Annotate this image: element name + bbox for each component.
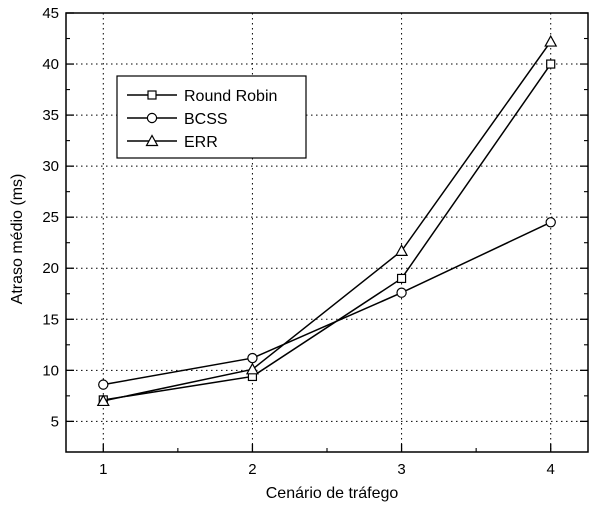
- legend-marker-bcss: [146, 112, 158, 124]
- legend-label-round-robin: Round Robin: [184, 88, 277, 105]
- y-tick-label: 25: [42, 209, 59, 226]
- y-tick-label: 40: [42, 56, 59, 73]
- legend-item-bcss: BCSS: [127, 111, 228, 128]
- legend-marker-err: [145, 134, 159, 147]
- y-axis-label: Atraso médio (ms): [9, 174, 26, 305]
- legend-label-bcss: BCSS: [184, 111, 228, 128]
- x-tick-label: 2: [248, 461, 256, 478]
- data-point-bcss: [98, 379, 109, 390]
- series-line-err: [103, 41, 552, 402]
- series-line-round-robin: [103, 63, 552, 401]
- legend-item-round-robin: Round Robin: [127, 88, 277, 105]
- series-line-bcss: [103, 221, 552, 386]
- legend-marker-round-robin: [147, 90, 157, 100]
- y-tick-label: 30: [42, 158, 59, 175]
- y-tick-label: 10: [42, 362, 59, 379]
- series-err: [96, 34, 558, 407]
- y-tick-label: 45: [42, 5, 59, 22]
- legend: Round Robin BCSS ERR: [116, 75, 307, 159]
- y-tick-label: 35: [42, 107, 59, 124]
- data-point-round-robin: [396, 273, 407, 284]
- x-tick-label: 1: [99, 461, 107, 478]
- legend-item-err: ERR: [127, 134, 218, 151]
- y-tick-label: 5: [51, 413, 59, 430]
- x-tick-label: 4: [547, 461, 555, 478]
- grid-lines: [66, 13, 588, 452]
- data-point-bcss: [396, 287, 407, 298]
- data-point-bcss: [247, 352, 258, 364]
- data-point-err: [245, 362, 259, 375]
- x-axis-label: Cenário de tráfego: [266, 485, 399, 502]
- y-tick-label: 20: [42, 260, 59, 277]
- legend-items: Round Robin BCSS ERR: [127, 88, 277, 151]
- plot-frame: [65, 12, 589, 453]
- series-layer: [96, 34, 558, 407]
- data-point-round-robin: [546, 59, 556, 69]
- x-tick-label: 3: [397, 461, 405, 478]
- data-point-err: [544, 34, 558, 47]
- y-tick-label: 15: [42, 311, 59, 328]
- data-point-err: [395, 244, 409, 256]
- data-point-bcss: [545, 217, 556, 228]
- series-bcss: [98, 217, 556, 390]
- legend-label-err: ERR: [184, 134, 218, 151]
- data-point-err: [96, 394, 110, 407]
